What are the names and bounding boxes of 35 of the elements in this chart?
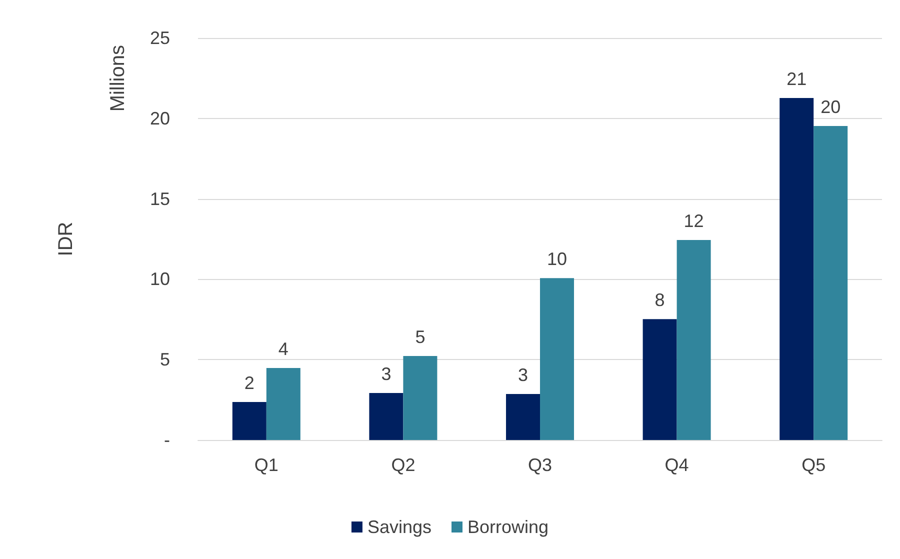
y-tick-label: 20	[150, 108, 170, 128]
data-label: 2	[244, 373, 254, 394]
data-label: 10	[546, 249, 568, 270]
data-label: 21	[786, 68, 807, 89]
y-tick-label: 25	[150, 28, 170, 48]
x-tick-label: Q3	[528, 455, 552, 475]
x-tick-label: Q4	[664, 455, 689, 475]
y-tick-label: 5	[160, 350, 170, 370]
bar	[540, 278, 574, 440]
x-tick-label: Q2	[391, 455, 416, 475]
data-label: 3	[381, 364, 392, 384]
x-tick-label: Q5	[802, 455, 826, 475]
data-label: 8	[654, 290, 665, 310]
bar	[642, 319, 677, 440]
y-tick-label: 15	[150, 188, 170, 209]
y-tick-label: -	[164, 430, 170, 450]
data-label: 20	[820, 96, 841, 117]
data-label: 5	[415, 327, 426, 348]
data-label: 4	[278, 338, 288, 359]
text: Millions	[107, 44, 129, 112]
data-label: 12	[684, 210, 704, 231]
x-tick-label: Q1	[254, 455, 278, 475]
bar	[403, 356, 438, 440]
legend-label: Savings	[367, 517, 432, 537]
bar	[369, 393, 404, 440]
bar	[780, 98, 814, 440]
bar	[506, 394, 540, 440]
legend-label: Borrowing	[468, 517, 549, 537]
bar	[676, 240, 711, 440]
y-axis-title: IDR	[55, 222, 77, 256]
y-tick-label: 10	[150, 269, 170, 290]
bar	[814, 126, 848, 440]
bar	[232, 402, 266, 440]
bar	[266, 368, 300, 440]
data-label: 3	[518, 365, 528, 386]
